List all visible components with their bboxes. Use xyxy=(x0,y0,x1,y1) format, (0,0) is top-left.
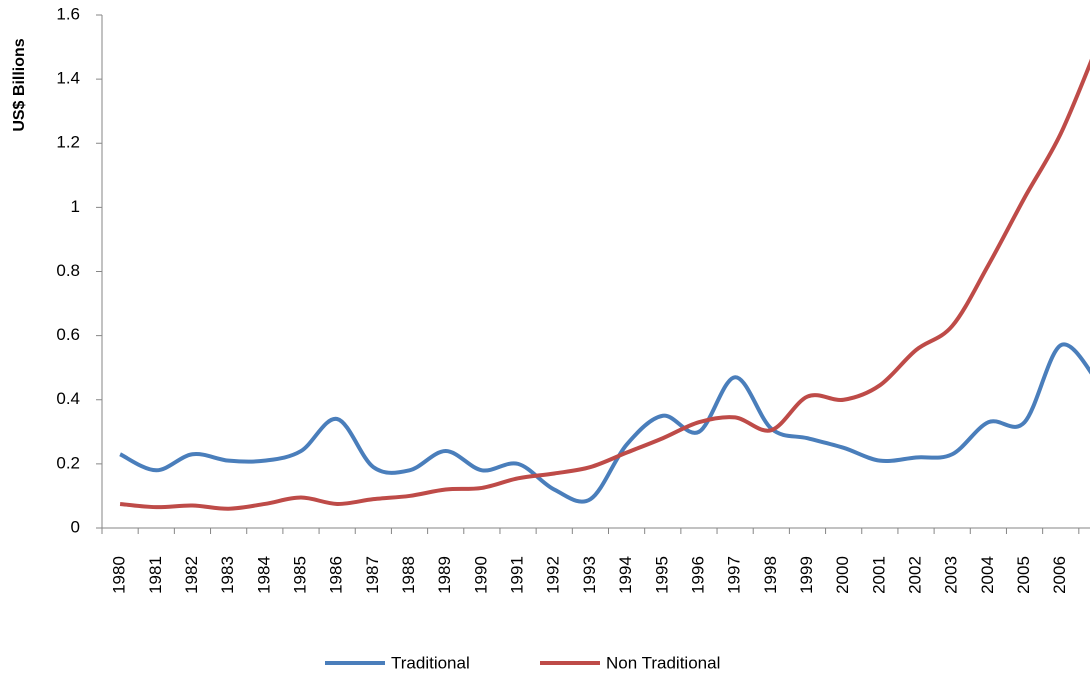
x-tick-label: 1995 xyxy=(652,556,671,594)
y-tick-label: 0.8 xyxy=(56,261,80,280)
x-tick-label: 2006 xyxy=(1050,556,1069,594)
x-tick-label: 1980 xyxy=(110,556,129,594)
series-line xyxy=(119,58,1090,511)
y-tick-label: 0.2 xyxy=(56,453,80,472)
x-tick-label: 1996 xyxy=(688,556,707,594)
x-tick-label: 1993 xyxy=(580,556,599,594)
x-tick-label: 1983 xyxy=(218,556,237,594)
x-tick-label: 1985 xyxy=(290,556,309,594)
x-tick-label: 1988 xyxy=(399,556,418,594)
x-tick-label: 1986 xyxy=(327,556,346,594)
x-tick-label: 2007 xyxy=(1086,556,1090,594)
x-tick-label: 2001 xyxy=(869,556,888,594)
x-tick-label: 1982 xyxy=(182,556,201,594)
x-tick-label: 1984 xyxy=(254,556,273,594)
y-tick-label: 1.6 xyxy=(56,4,80,23)
x-tick-label: 1987 xyxy=(363,556,382,594)
x-tick-label: 1994 xyxy=(616,556,635,594)
y-tick-label: 1.2 xyxy=(56,133,80,152)
x-tick-label: 1999 xyxy=(797,556,816,594)
y-tick-label: 0 xyxy=(71,517,80,536)
x-tick-label: 2000 xyxy=(833,556,852,594)
x-tick-label: 1997 xyxy=(725,556,744,594)
x-tick-label: 2003 xyxy=(942,556,961,594)
y-tick-label: 1.4 xyxy=(56,69,80,88)
x-tick-label: 2005 xyxy=(1014,556,1033,594)
series-line xyxy=(119,342,1090,504)
x-tick-label: 2002 xyxy=(906,556,925,594)
x-tick-label: 1992 xyxy=(544,556,563,594)
y-tick-label: 1 xyxy=(71,197,80,216)
x-tick-label: 1991 xyxy=(508,556,527,594)
legend-label: Traditional xyxy=(391,653,470,672)
y-tick-label: 0.6 xyxy=(56,325,80,344)
x-tick-label: 1989 xyxy=(435,556,454,594)
x-tick-label: 1981 xyxy=(146,556,165,594)
x-tick-label: 1998 xyxy=(761,556,780,594)
legend-label: Non Traditional xyxy=(606,653,720,672)
y-axis-label: US$ Billions xyxy=(11,38,28,131)
y-tick-label: 0.4 xyxy=(56,389,80,408)
x-tick-label: 2004 xyxy=(978,556,997,594)
x-tick-label: 1990 xyxy=(471,556,490,594)
